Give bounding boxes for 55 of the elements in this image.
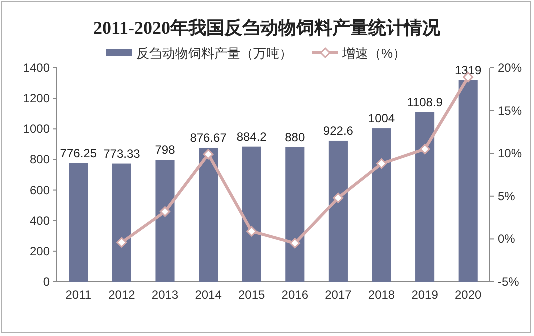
y2-tick-label: -5% — [498, 275, 520, 289]
data-label: 798 — [155, 143, 176, 158]
data-label: 1004 — [368, 112, 396, 126]
y2-tick-label: 20% — [498, 61, 522, 75]
bar — [328, 140, 348, 282]
point — [420, 144, 430, 155]
point — [246, 226, 258, 237]
y-tick-label: 0 — [43, 275, 50, 289]
x-tick-label: 2019 — [412, 288, 439, 302]
point — [160, 206, 170, 218]
point — [203, 149, 214, 160]
y-tick-label: 600 — [30, 183, 50, 198]
bar — [372, 128, 392, 282]
y2-tick-label: 10% — [498, 146, 522, 161]
data-label: 1108.9 — [407, 95, 444, 110]
y-tick-label: 1200 — [23, 92, 50, 106]
bar — [458, 80, 478, 282]
bar — [69, 163, 88, 282]
chart-title: 2011-2020年我国反刍动物饲料产量统计情况 — [93, 18, 442, 38]
y2-tick-label: 15% — [498, 104, 522, 118]
data-label: 880 — [285, 130, 306, 144]
point — [290, 238, 300, 249]
data-label: 773.33 — [104, 146, 141, 161]
y-tick-label: 200 — [30, 244, 50, 258]
data-label: 884.2 — [236, 130, 268, 144]
x-tick-label: 2016 — [282, 288, 309, 302]
bar — [286, 147, 305, 282]
x-tick-label: 2017 — [325, 288, 352, 302]
x-tick-label: 2015 — [238, 288, 266, 302]
bar — [242, 146, 262, 282]
x-tick-label: 2014 — [195, 288, 222, 302]
x-tick-label: 2020 — [455, 288, 482, 302]
bar — [199, 148, 218, 282]
x-tick-label: 2018 — [368, 288, 396, 302]
data-label: 876.67 — [190, 130, 228, 145]
x-tick-label: 2013 — [152, 288, 179, 302]
x-tick-label: 2012 — [108, 288, 136, 302]
y-tick-label: 800 — [30, 152, 50, 167]
y-tick-label: 400 — [30, 214, 50, 228]
y2-tick-label: 0% — [498, 232, 516, 246]
y-tick-label: 1400 — [23, 61, 50, 75]
point — [116, 237, 128, 248]
y-tick-label: 1000 — [23, 122, 50, 136]
legend-label: 反刍动物饲料产量（万吨） — [136, 46, 292, 61]
legend-label: 增速（%） — [342, 46, 406, 61]
y2-tick-label: 5% — [498, 189, 516, 204]
data-label: 1319 — [455, 63, 482, 78]
bar — [416, 112, 435, 282]
point — [333, 192, 344, 204]
bar — [112, 164, 132, 282]
x-tick-label: 2011 — [66, 288, 92, 302]
point — [376, 158, 387, 170]
bar — [156, 160, 175, 282]
data-label: 776.25 — [60, 146, 98, 160]
data-label: 922.6 — [323, 124, 354, 138]
